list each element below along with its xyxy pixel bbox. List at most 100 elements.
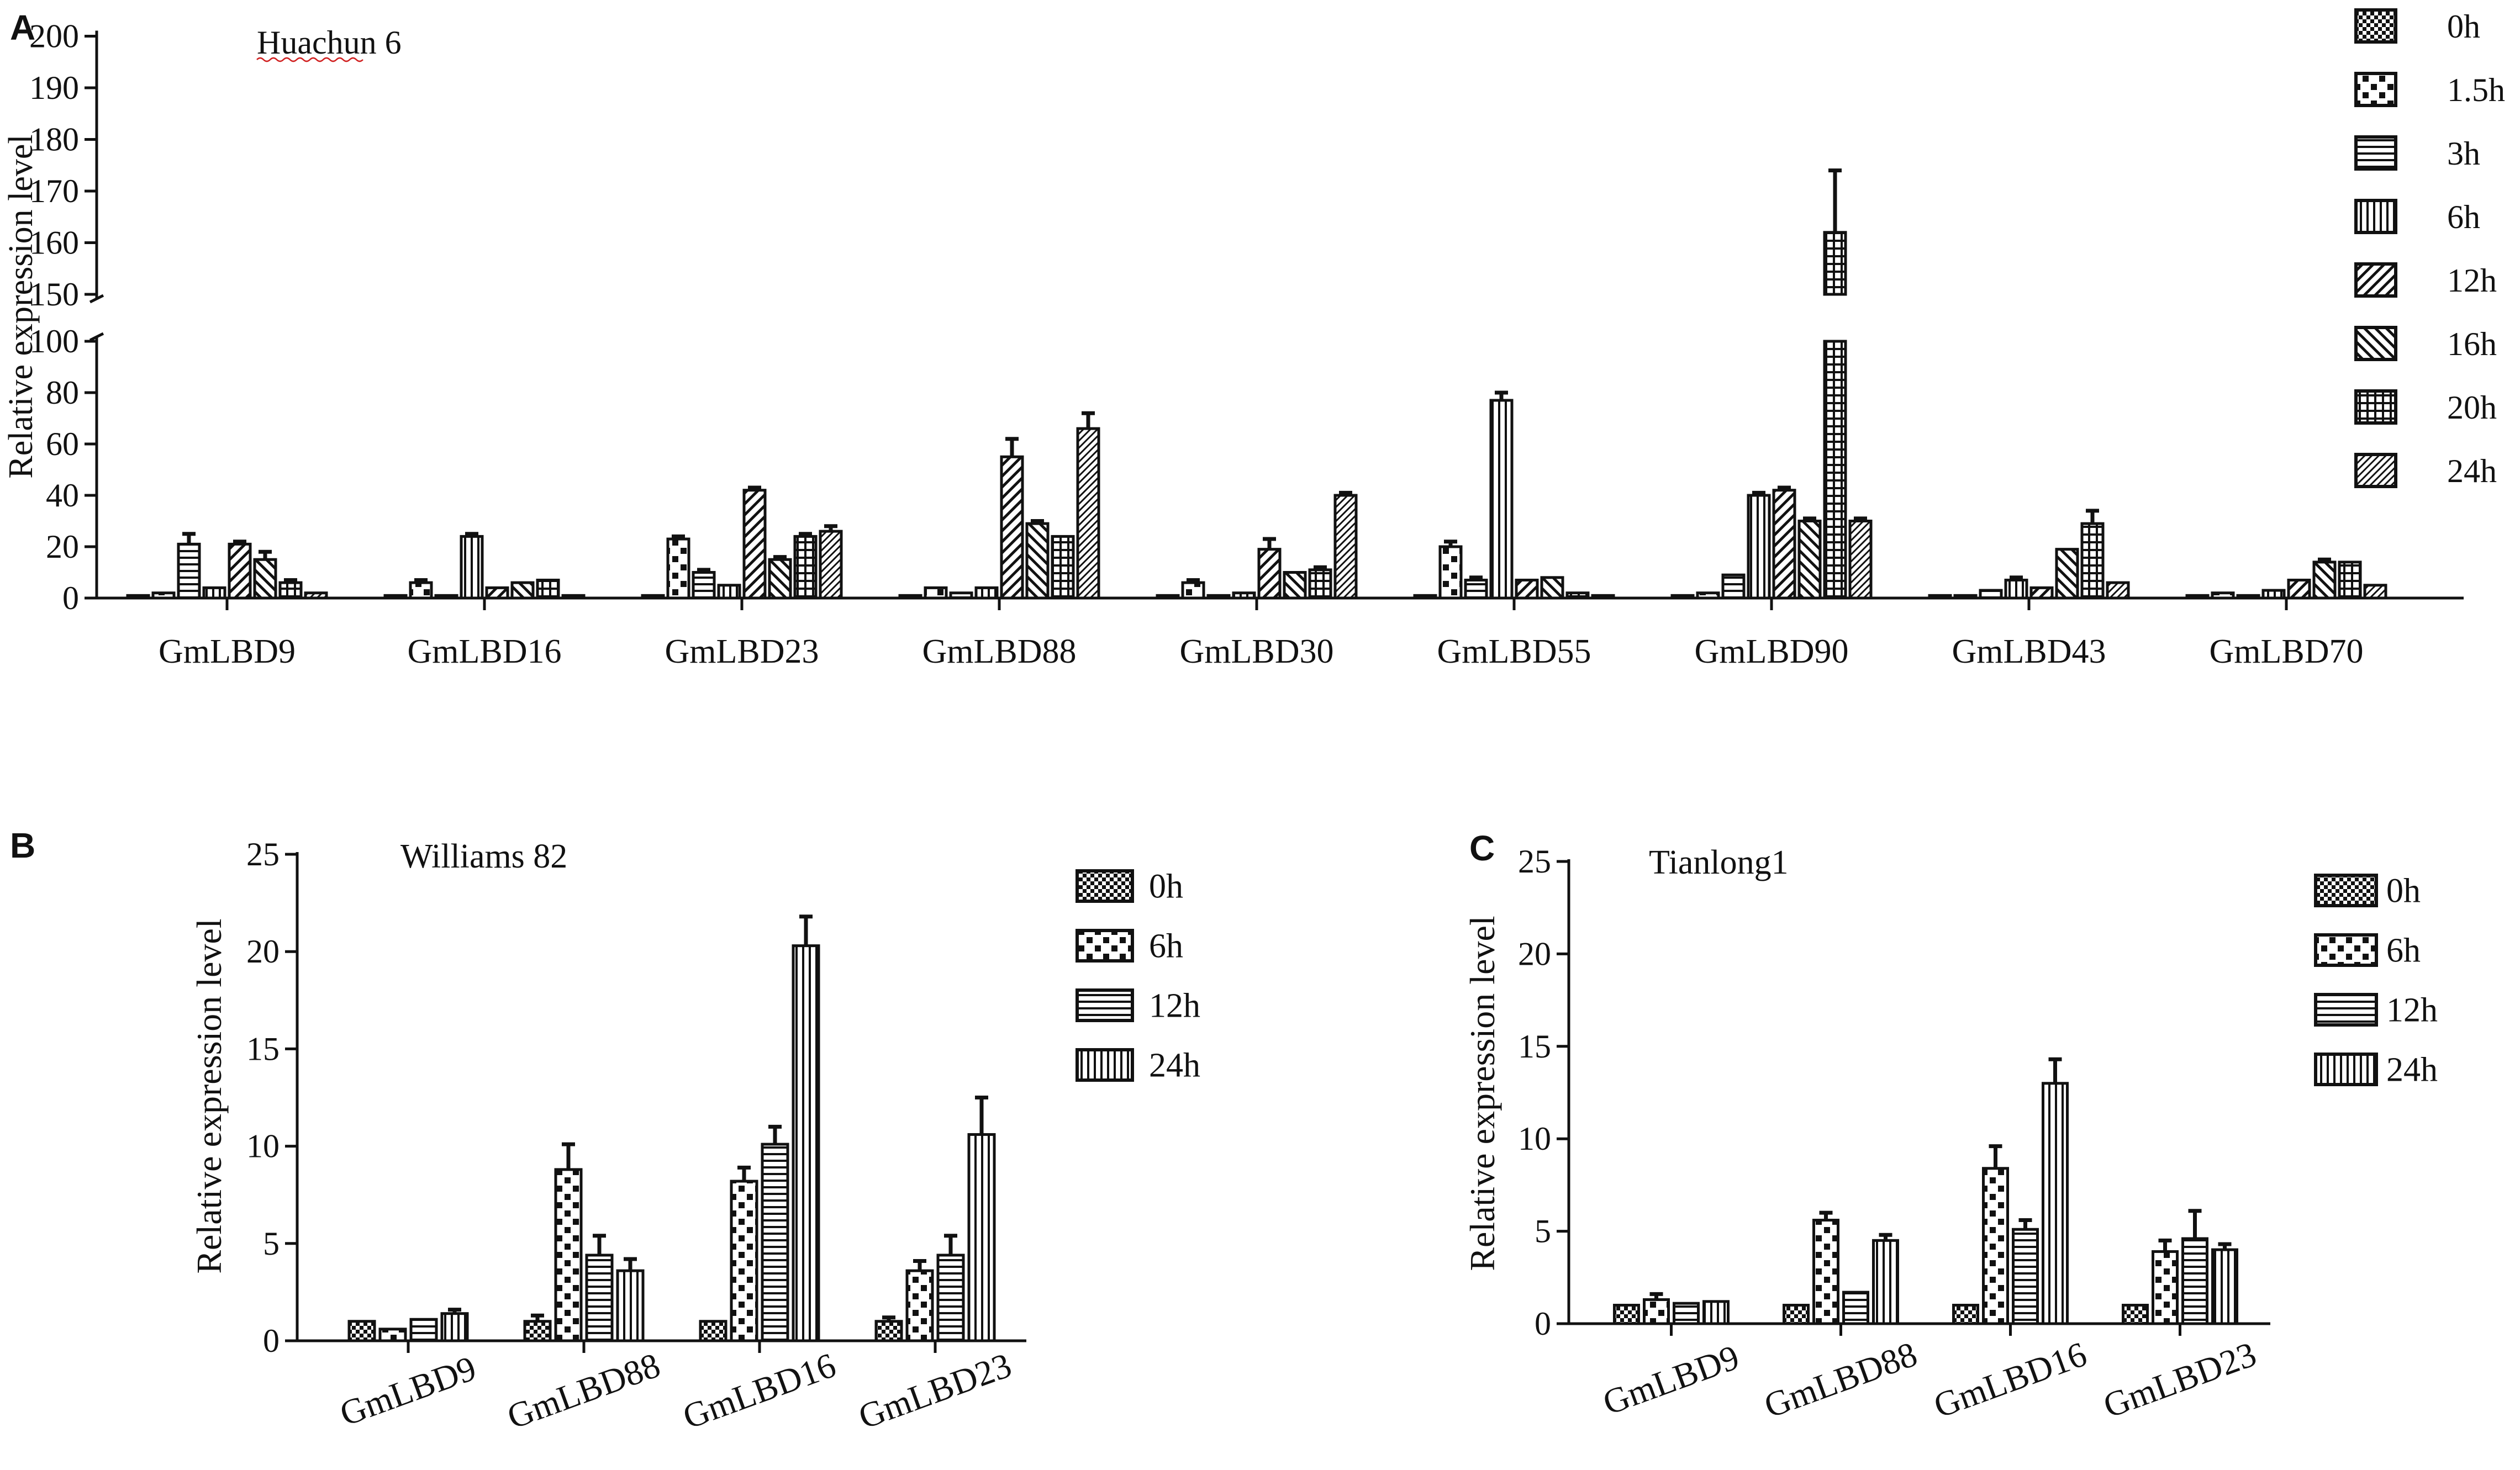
bar-gmlbd43-20h (2080, 522, 2105, 600)
bar-gmlbd16-0h (1952, 1304, 1979, 1325)
bar-gmlbd30-16h (1283, 571, 1307, 600)
bar-gmlbd9-0h (126, 594, 150, 600)
legend-label: 6h (2386, 932, 2421, 970)
bar-gmlbd23-6h (717, 584, 741, 600)
legend-label: 20h (2447, 389, 2497, 426)
legend: 0h 1.5h 3h 6h 12h 16h 20h 24h (2354, 8, 2505, 489)
bar-gmlbd9-6h (202, 586, 226, 600)
bar-gmlbd70-24h (2363, 584, 2387, 600)
bar-gmlbd9-24h (1702, 1300, 1730, 1325)
y-tick-label: 20 (46, 528, 79, 565)
axis-break-mark (89, 332, 104, 342)
category-label: GmLBD30 (1180, 633, 1334, 670)
bar-gmlbd9-0h (347, 1320, 376, 1342)
bar-gmlbd16-0h (699, 1320, 727, 1342)
category-label: GmLBD16 (678, 1345, 841, 1436)
panel-label: B (10, 826, 35, 865)
y-tick-label: 20 (1518, 935, 1551, 972)
y-tick-label: 10 (246, 1128, 280, 1165)
bar-gmlbd88-1-5h (924, 586, 948, 600)
category-label: GmLBD70 (2210, 633, 2364, 670)
bar-gmlbd16-3h (434, 594, 458, 600)
bar-gmlbd90-20h (1823, 340, 1847, 600)
y-tick-label: 170 (29, 173, 79, 209)
bar-gmlbd90-3h (1721, 573, 1746, 600)
legend-label: 12h (1149, 987, 1200, 1025)
bar-gmlbd23-24h (967, 1133, 996, 1342)
chart-panel-b: B Williams 82 Relative expression level 0 5 1… (10, 826, 1200, 1436)
y-tick-label: 0 (263, 1323, 280, 1359)
legend-label: 24h (2386, 1051, 2438, 1089)
legend-swatch-6h (2314, 933, 2378, 967)
bar-gmlbd70-12h (2287, 578, 2311, 600)
bar-gmlbd9-24h (304, 591, 328, 600)
bar-gmlbd43-16h (2055, 548, 2079, 600)
bar-gmlbd88-0h (898, 594, 922, 600)
category-label: GmLBD23 (2099, 1334, 2261, 1425)
legend-swatch-24h (2314, 1053, 2378, 1086)
bar-gmlbd88-3h (949, 591, 973, 600)
y-tick-label: 200 (29, 18, 79, 55)
legend-label: 24h (2447, 453, 2497, 489)
bar-gmlbd90-6h (1747, 494, 1771, 600)
y-tick-label: 25 (246, 836, 280, 873)
legend-label: 12h (2386, 992, 2438, 1029)
bar-gmlbd30-0h (1156, 594, 1180, 600)
legend-swatch-0h (1076, 869, 1134, 903)
legend: 0h 6h 12h 24h (1076, 868, 1200, 1085)
y-tick-label: 180 (29, 121, 79, 158)
chart-title: Williams 82 (400, 838, 567, 875)
y-tick-label: 100 (29, 323, 79, 359)
y-tick-label: 150 (29, 276, 79, 313)
bar-gmlbd16-24h (792, 944, 820, 1342)
category-label: GmLBD43 (1952, 633, 2106, 670)
bar-gmlbd30-20h (1308, 568, 1332, 600)
bar-gmlbd55-24h (1591, 594, 1615, 600)
y-tick-label: 0 (1535, 1305, 1551, 1342)
bar-gmlbd9-12h (228, 542, 252, 600)
bar-gmlbd90-12h (1772, 489, 1796, 600)
legend-swatch-6h (2354, 199, 2397, 234)
bar-gmlbd55-16h (1540, 576, 1564, 600)
legend-swatch-24h (2354, 453, 2397, 488)
chart-panel-a: A Huachun 6 Relative expression level 0 20 40… (2, 8, 2505, 670)
bar-gmlbd88-12h (1000, 455, 1024, 600)
bar-gmlbd23-12h (936, 1254, 965, 1342)
category-label: GmLBD9 (159, 633, 296, 670)
bar-gmlbd88-12h (1842, 1291, 1869, 1325)
legend-label: 6h (1149, 928, 1183, 965)
bar-gmlbd23-1-5h (666, 537, 690, 600)
legend-label: 16h (2447, 326, 2497, 362)
bar-gmlbd43-0h (1928, 594, 1952, 600)
bar-gmlbd55-1-5h (1438, 545, 1463, 600)
bar-gmlbd30-12h (1257, 548, 1282, 600)
bar-gmlbd23-0h (641, 594, 665, 600)
legend-label: 24h (1149, 1047, 1200, 1085)
legend-label: 0h (2386, 873, 2421, 910)
bar-gmlbd23-3h (692, 571, 716, 600)
category-label: GmLBD16 (1929, 1334, 2092, 1425)
bar-gmlbd43-24h (2106, 581, 2130, 600)
bar-gmlbd16-20h (536, 578, 560, 600)
bar-gmlbd16-6h (730, 1180, 758, 1342)
y-tick-label: 15 (1518, 1028, 1551, 1065)
bar-gmlbd43-3h (1979, 589, 2003, 600)
bar-gmlbd88-24h (1076, 427, 1100, 600)
bar-gmlbd23-16h (768, 558, 792, 600)
bar-gmlbd88-0h (523, 1320, 552, 1342)
bar-gmlbd16-12h (761, 1143, 789, 1342)
bar-gmlbd23-20h (793, 535, 818, 600)
category-label: GmLBD16 (408, 633, 562, 670)
category-label: GmLBD90 (1695, 633, 1849, 670)
bar-gmlbd88-6h (1812, 1219, 1839, 1325)
bar-gmlbd30-1-5h (1181, 581, 1205, 600)
y-tick-label: 160 (29, 225, 79, 261)
bar-gmlbd88-6h (974, 586, 999, 600)
bar-gmlbd9-16h (253, 558, 277, 600)
legend-label: 3h (2447, 135, 2480, 172)
y-axis-label: Relative expression level (189, 918, 229, 1273)
category-label: GmLBD9 (335, 1348, 481, 1433)
category-label: GmLBD88 (922, 633, 1077, 670)
legend-swatch-0h (2314, 874, 2378, 907)
legend-swatch-20h (2354, 389, 2397, 425)
